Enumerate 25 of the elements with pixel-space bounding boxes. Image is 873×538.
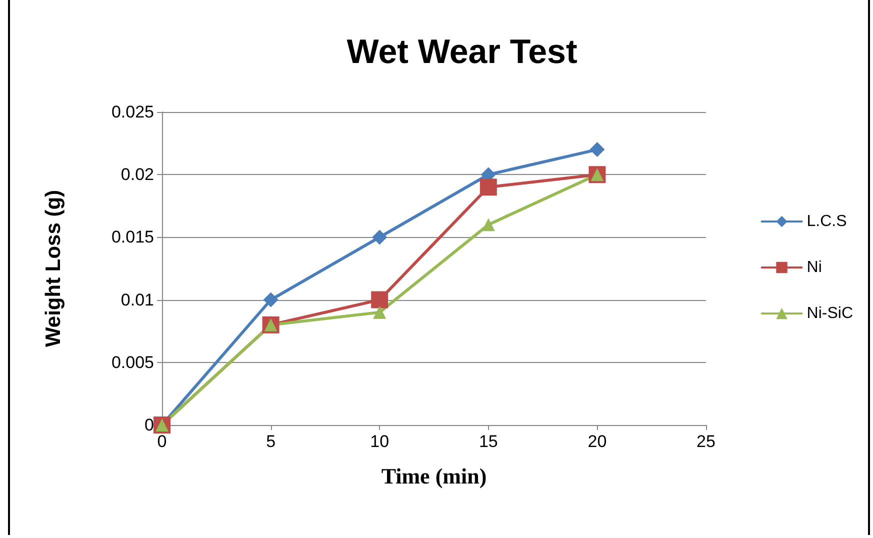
x-tick-label: 10 — [370, 432, 390, 451]
legend-label: Ni-SiC — [806, 305, 853, 322]
y-tick-label: 0.005 — [111, 352, 154, 372]
point — [482, 218, 495, 232]
point — [372, 230, 388, 245]
x-tick-label: 20 — [588, 432, 607, 451]
chart-title: Wet Wear Test — [346, 33, 578, 71]
x-tick-label: 5 — [266, 432, 276, 451]
x-tick-label: 15 — [478, 432, 498, 451]
legend-label: L.C.S — [806, 213, 847, 230]
point — [371, 291, 388, 308]
y-tick-label: 0 — [144, 416, 154, 434]
point — [263, 292, 278, 308]
legend-label: Ni — [806, 259, 822, 276]
point — [480, 178, 497, 196]
y-tick-label: 0.025 — [111, 102, 154, 122]
y-tick-label: 0.02 — [120, 165, 154, 184]
x-tick-label: 25 — [696, 432, 716, 451]
point — [373, 306, 386, 319]
y-axis-title: Weight Loss (g) — [42, 190, 65, 348]
point — [590, 142, 605, 158]
x-tick-label: 0 — [157, 432, 167, 451]
x-axis-title: Time (min) — [381, 464, 487, 488]
y-tick-label: 0.01 — [120, 290, 154, 310]
y-tick-label: 0.015 — [111, 228, 154, 247]
